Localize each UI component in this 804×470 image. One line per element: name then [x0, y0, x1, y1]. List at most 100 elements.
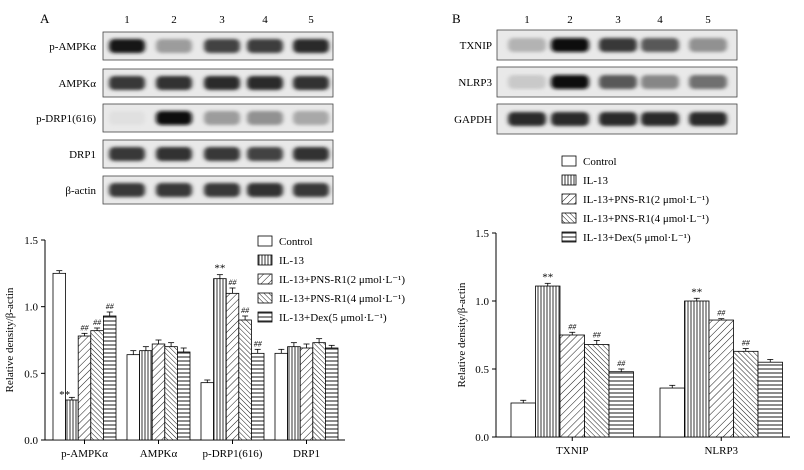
panel-b-bar-chart: 0.0 0.5 1.0 1.5 Relative density/β-actin TXNI…	[456, 228, 790, 457]
blot-strip	[102, 139, 334, 169]
blot-band	[641, 112, 679, 126]
blot-strip	[496, 103, 738, 135]
lane-number: 1	[124, 14, 130, 26]
y-tick-label: 0.0	[24, 435, 38, 447]
y-tick-label: 1.0	[24, 302, 38, 314]
y-tick-label: 0.5	[24, 368, 38, 380]
bar	[733, 350, 759, 438]
significance-hash: ##	[742, 339, 751, 348]
blot-band	[551, 75, 589, 89]
legend-swatch	[257, 273, 273, 285]
panel-a-western-blot: A 1 2 3 4 5 p-AMPKα AMPKα p-DRP1(616) DRP1 β-acti…	[36, 11, 334, 205]
blot-band	[641, 75, 679, 89]
blot-band	[247, 39, 283, 53]
blot-label: GAPDH	[454, 114, 492, 126]
blot-band	[599, 112, 637, 126]
panel-b-western-blot: B 1 2 3 4 5 TXNIP NLRP3 GAPDH	[452, 11, 738, 135]
bar	[559, 334, 585, 438]
blot-band	[156, 39, 192, 53]
bar	[65, 399, 79, 441]
x-tick-label: TXNIP	[556, 445, 588, 457]
blot-band	[247, 76, 283, 90]
y-tick-label: 1.5	[475, 228, 489, 240]
lane-number: 5	[308, 14, 314, 26]
blot-band	[156, 183, 192, 197]
lane-number: 4	[657, 14, 663, 26]
bar	[312, 342, 326, 441]
blot-band	[689, 112, 727, 126]
blot-band	[247, 183, 283, 197]
blot-strip	[496, 66, 738, 98]
x-tick-label: NLRP3	[704, 445, 738, 457]
blot-band	[109, 111, 145, 125]
bar	[757, 361, 783, 438]
blot-band	[551, 38, 589, 52]
y-tick-label: 1.0	[475, 296, 489, 308]
bar	[535, 285, 561, 438]
significance-hash: ##	[593, 330, 602, 339]
blot-band	[293, 76, 329, 90]
blot-band	[247, 111, 283, 125]
y-tick-label: 0.5	[475, 364, 489, 376]
bar	[164, 346, 178, 441]
bar	[90, 330, 104, 441]
legend-label: IL-13+Dex(5 μmol·L⁻¹)	[583, 232, 691, 244]
legend-swatch	[257, 311, 273, 323]
bar	[139, 350, 153, 441]
bar	[225, 292, 240, 441]
legend-swatch	[561, 231, 577, 243]
bar	[274, 352, 289, 441]
legend-swatch	[257, 254, 273, 266]
significance-hash: ##	[254, 339, 263, 348]
panel-a-legend: Control IL-13 IL-13+PNS-R1(2 μmol·L⁻¹) IL-1…	[257, 235, 405, 324]
legend-swatch	[257, 235, 273, 247]
bar	[200, 382, 215, 441]
legend-label: IL-13+Dex(5 μmol·L⁻¹)	[279, 312, 387, 324]
blot-band	[204, 111, 240, 125]
bar	[324, 347, 339, 441]
y-tick-label: 1.5	[24, 235, 38, 247]
x-tick-label: p-DRP1(616)	[203, 448, 263, 460]
blot-band	[508, 75, 546, 89]
blot-band	[109, 147, 145, 161]
significance-marker: **	[59, 389, 70, 401]
significance-hash: ##	[106, 302, 115, 311]
y-axis-label: Relative density/β-actin	[4, 287, 16, 392]
blot-strip	[102, 175, 334, 205]
blot-band	[156, 111, 192, 125]
panel-a-letter: A	[40, 11, 50, 26]
significance-hash: ##	[93, 318, 102, 327]
blot-label: NLRP3	[458, 77, 492, 89]
bar	[151, 343, 166, 441]
lane-number: 2	[171, 14, 177, 26]
bar	[659, 387, 685, 438]
significance-marker: **	[691, 286, 702, 298]
blot-band	[689, 75, 727, 89]
lane-number: 1	[524, 14, 530, 26]
lane-number: 3	[615, 14, 621, 26]
significance-hash: ##	[717, 309, 726, 318]
bar	[176, 351, 191, 441]
legend-swatch	[257, 292, 273, 304]
legend-swatch	[561, 155, 577, 167]
significance-marker: **	[542, 271, 553, 283]
panel-a-bar-chart: 0.0 0.5 1.0 1.5 Relative density/β-actin p-AM…	[4, 235, 405, 460]
bar	[52, 272, 67, 441]
bar	[708, 319, 734, 438]
lane-number: 4	[262, 14, 268, 26]
blot-band	[156, 76, 192, 90]
significance-hash: ##	[229, 278, 238, 287]
blot-band	[551, 112, 589, 126]
blot-band	[689, 38, 727, 52]
lane-number: 3	[219, 14, 225, 26]
blot-band	[109, 76, 145, 90]
blot-band	[508, 112, 546, 126]
blot-band	[204, 39, 240, 53]
bar	[684, 300, 710, 438]
legend-label: IL-13+PNS-R1(4 μmol·L⁻¹)	[279, 293, 405, 305]
blot-strip	[102, 103, 334, 133]
blot-label: p-AMPKα	[49, 41, 96, 53]
legend-label: IL-13+PNS-R1(2 μmol·L⁻¹)	[583, 194, 709, 206]
legend-label: IL-13	[279, 255, 305, 267]
